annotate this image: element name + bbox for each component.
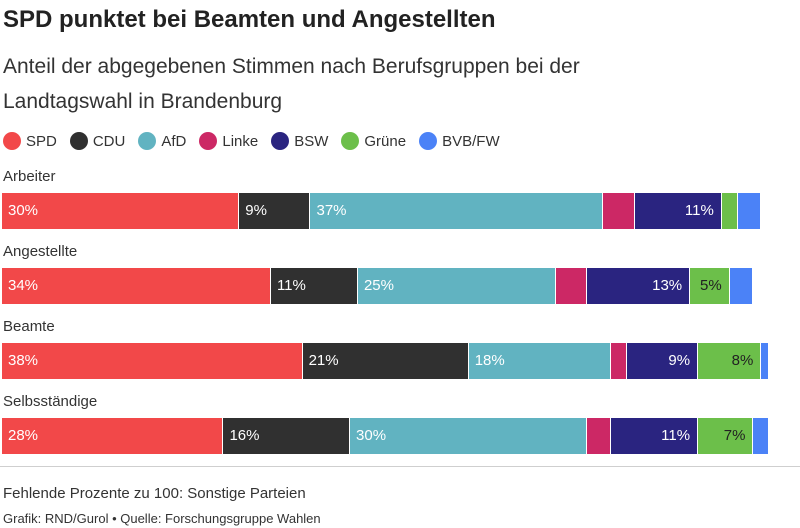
data-label: 9% <box>668 352 691 369</box>
category-label: Arbeiter <box>3 168 56 185</box>
bar-segment: 11% <box>634 193 722 229</box>
bar-segment: 18% <box>468 343 612 379</box>
data-label: 11% <box>276 277 306 294</box>
bar-segment: 13% <box>587 268 691 304</box>
bar-segment: 37% <box>310 193 604 229</box>
bar-segment: 25% <box>357 268 556 304</box>
legend: SPD CDU AfD Linke BSW Grüne BVB/FW <box>3 131 513 151</box>
legend-item: Grüne <box>341 132 406 150</box>
bar-segment: 9% <box>239 193 311 229</box>
legend-swatch <box>138 132 157 150</box>
bar-segment: 5% <box>690 268 730 304</box>
bar-group: Selbsständige 28% 16% 30% 11% 7% <box>0 393 800 455</box>
legend-swatch <box>419 132 438 150</box>
bar-segment: 8% <box>698 343 762 379</box>
bar-segment: 9% <box>626 343 699 379</box>
data-label: 16% <box>229 427 260 444</box>
data-label: 18% <box>474 352 505 369</box>
legend-item: AfD <box>138 132 186 150</box>
bar-segment: 11% <box>611 418 699 454</box>
bar-segment <box>587 418 612 454</box>
data-label: 13% <box>652 277 683 294</box>
legend-label: BVB/FW <box>442 132 500 150</box>
bar-segment: 38% <box>2 343 303 379</box>
legend-swatch <box>341 132 360 150</box>
bar-segment: 21% <box>302 343 469 379</box>
data-label: 30% <box>8 202 39 219</box>
data-label: 21% <box>308 352 339 369</box>
bar-segment <box>555 268 588 304</box>
chart-title: SPD punktet bei Beamten und Angestellten <box>3 6 496 33</box>
bar-segment <box>753 418 770 454</box>
bar-segment: 16% <box>223 418 351 454</box>
data-label: 5% <box>700 277 722 294</box>
data-label: 37% <box>316 202 347 219</box>
legend-label: Linke <box>222 132 259 150</box>
bar-segment <box>729 268 754 304</box>
legend-label: AfD <box>161 132 187 150</box>
bar-group: Beamte 38% 21% 18% 9% 8% <box>0 318 800 380</box>
legend-item: CDU <box>69 132 126 150</box>
bar-segment: 28% <box>2 418 224 454</box>
category-label: Selbsständige <box>3 393 98 410</box>
data-label: 11% <box>684 202 714 219</box>
legend-swatch <box>199 132 218 150</box>
legend-item: BSW <box>271 132 328 150</box>
legend-label: SPD <box>26 132 57 150</box>
stacked-bar: 30% 9% 37% 11% <box>2 193 793 229</box>
bar-segment <box>611 343 627 379</box>
data-label: 34% <box>8 277 39 294</box>
stacked-bar: 28% 16% 30% 11% 7% <box>2 418 793 454</box>
legend-item: SPD <box>3 132 57 150</box>
stacked-bar: 34% 11% 25% 13% 5% <box>2 268 793 304</box>
legend-swatch <box>271 132 290 150</box>
bar-group: Arbeiter 30% 9% 37% 11% <box>0 168 800 230</box>
legend-item: BVB/FW <box>419 132 500 150</box>
data-label: 38% <box>8 352 39 369</box>
bar-segment: 34% <box>2 268 271 304</box>
data-label: 8% <box>731 352 754 369</box>
bar-segment <box>761 343 770 379</box>
divider <box>0 466 800 467</box>
legend-label: Grüne <box>364 132 407 150</box>
bar-segment: 30% <box>350 418 588 454</box>
chart-subtitle: Anteil der abgegebenen Stimmen nach Beru… <box>3 55 580 113</box>
category-label: Angestellte <box>3 243 78 260</box>
legend-swatch <box>69 132 88 150</box>
data-label: 28% <box>8 427 39 444</box>
footnote: Fehlende Prozente zu 100: Sonstige Parte… <box>3 485 306 502</box>
bar-segment <box>603 193 635 229</box>
legend-label: CDU <box>92 132 126 150</box>
bar-segment: 30% <box>2 193 240 229</box>
bar-group: Angestellte 34% 11% 25% 13% 5% <box>0 243 800 305</box>
category-label: Beamte <box>3 318 55 335</box>
data-label: 30% <box>356 427 387 444</box>
legend-item: Linke <box>199 132 258 150</box>
source-credit: Grafik: RND/Gurol • Quelle: Forschungsgr… <box>3 511 321 526</box>
data-label: 25% <box>363 277 394 294</box>
bar-segment <box>721 193 738 229</box>
bar-segment: 7% <box>698 418 754 454</box>
data-label: 9% <box>245 202 267 219</box>
data-label: 11% <box>661 427 691 444</box>
legend-label: BSW <box>294 132 329 150</box>
stacked-bar: 38% 21% 18% 9% 8% <box>2 343 793 379</box>
legend-swatch <box>3 132 21 150</box>
bar-segment: 11% <box>270 268 358 304</box>
bar-segment <box>737 193 762 229</box>
data-label: 7% <box>723 427 746 444</box>
